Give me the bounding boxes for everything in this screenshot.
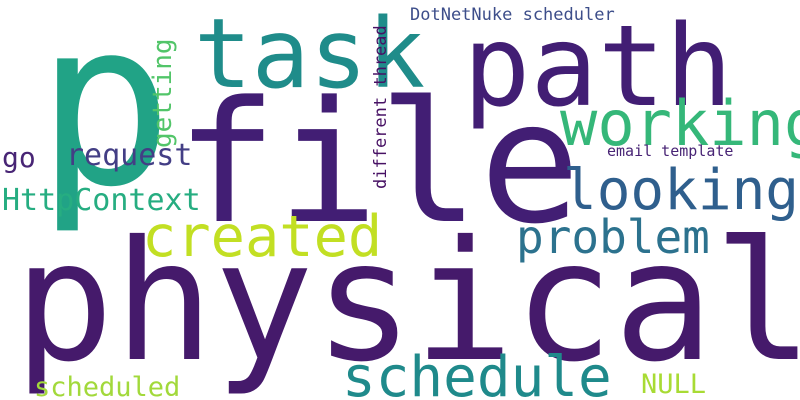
word-looking: looking	[563, 158, 800, 223]
word-created: created	[142, 204, 383, 270]
word-null: NULL	[641, 369, 707, 400]
word-different-thread: different thread	[371, 25, 391, 189]
word-task: task	[194, 0, 426, 110]
word-working: working	[560, 87, 800, 160]
word-dotnetnuke-scheduler: DotNetNuke scheduler	[410, 5, 615, 25]
word-request: request	[66, 138, 193, 173]
word-physical: physical	[14, 206, 800, 399]
word-scheduled: scheduled	[34, 372, 181, 400]
word-schedule: schedule	[342, 345, 612, 400]
word-file: file	[176, 65, 581, 261]
word-email-template: email template	[607, 142, 734, 160]
word-problem: problem	[516, 210, 710, 264]
word-getting: getting	[148, 38, 178, 148]
word-p: p	[36, 0, 174, 237]
word-path: path	[463, 2, 733, 132]
word-httpcontext: HttpContext	[2, 183, 201, 218]
word-go: go	[2, 141, 36, 174]
